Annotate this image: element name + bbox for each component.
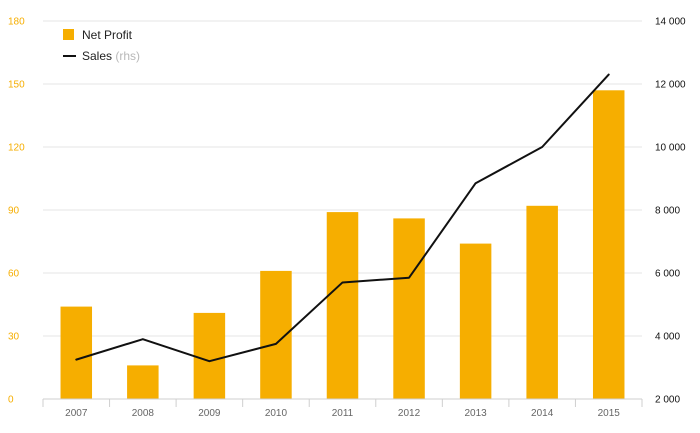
net-profit-bar	[326, 212, 359, 399]
net-profit-bar	[127, 365, 159, 399]
legend-sales-main-label: Sales	[82, 49, 112, 63]
y-right-tick-label: 8 000	[655, 206, 680, 217]
y-left-tick-label: 150	[8, 80, 25, 91]
x-tick-label: 2007	[65, 408, 88, 419]
y-right-tick-label: 4 000	[655, 332, 680, 343]
x-tick-label: 2011	[332, 408, 354, 419]
net-profit-bar	[526, 205, 558, 399]
y-right-tick-label: 2 000	[655, 395, 680, 406]
x-tick-label: 2010	[265, 408, 288, 419]
y-left-tick-label: 180	[8, 17, 25, 28]
y-right-tick-label: 14 000	[655, 17, 686, 28]
x-tick-label: 2009	[198, 408, 221, 419]
legend-net-profit-label: Net Profit	[82, 28, 133, 42]
legend-sales-rhs-suffix: (rhs)	[112, 49, 140, 63]
x-tick-label: 2008	[132, 408, 155, 419]
bars-layer	[60, 90, 625, 400]
x-tick-label: 2014	[531, 408, 554, 419]
legend-net-profit-swatch	[63, 29, 74, 40]
x-tick-label: 2013	[464, 408, 487, 419]
y-left-tick-label: 120	[8, 143, 25, 154]
y-left-tick-label: 0	[8, 395, 14, 406]
x-tick-label: 2015	[598, 408, 621, 419]
net-profit-bar	[60, 306, 93, 399]
legend-sales-label: Sales (rhs)	[82, 49, 140, 63]
y-left-tick-label: 30	[8, 332, 20, 343]
net-profit-bar	[393, 218, 425, 399]
axis-layer: 0 30 60 90 120 150 180 2 000 4 000 6 000 8 000 10 0…	[8, 17, 686, 420]
y-left-tick-label: 90	[8, 206, 20, 217]
net-profit-bar	[193, 312, 226, 399]
x-tick-label: 2012	[398, 408, 421, 419]
y-right-tick-label: 6 000	[655, 269, 680, 280]
y-right-tick-label: 10 000	[655, 143, 686, 154]
net-profit-bar	[459, 243, 492, 399]
legend: Net Profit Sales (rhs)	[63, 28, 140, 63]
line-layer	[75, 73, 610, 363]
net-profit-bar	[592, 90, 625, 400]
y-left-tick-label: 60	[8, 269, 20, 280]
y-right-tick-label: 12 000	[655, 80, 686, 91]
